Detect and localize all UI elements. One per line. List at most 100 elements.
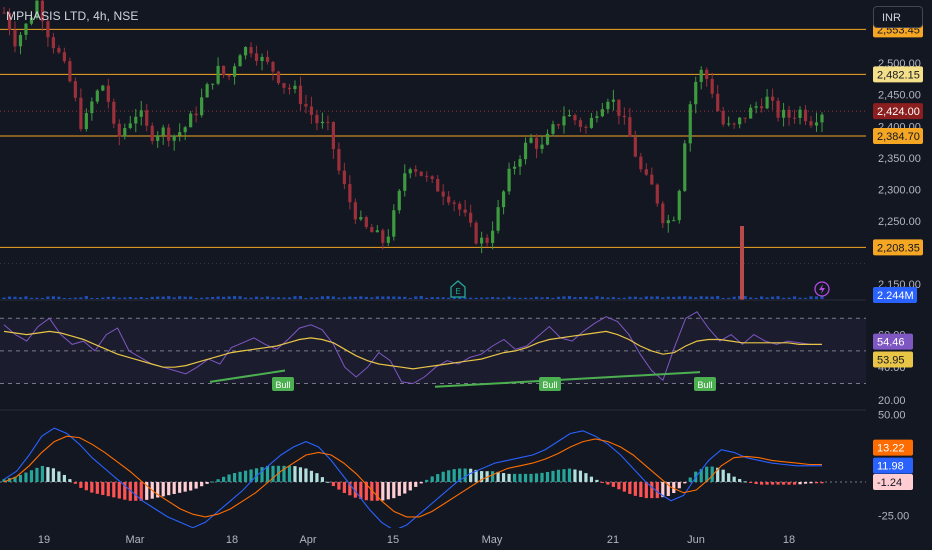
- macd-histogram-bar: [787, 481, 791, 485]
- macd-histogram-bar: [337, 481, 341, 490]
- macd-histogram-bar: [271, 465, 275, 482]
- candle-body: [523, 142, 528, 160]
- macd-histogram-bar: [622, 481, 626, 492]
- volume-bar: [128, 297, 132, 299]
- currency-button[interactable]: INR: [873, 6, 923, 28]
- candle-body: [161, 127, 165, 136]
- volume-bar: [688, 296, 692, 299]
- volume-bar: [249, 297, 253, 299]
- macd-histogram-bar: [24, 472, 28, 482]
- macd-histogram-bar: [419, 481, 423, 484]
- macd-panel[interactable]: [0, 427, 866, 532]
- volume-bar: [600, 296, 605, 299]
- volume-bar: [282, 297, 286, 299]
- volume-bar: [441, 297, 445, 299]
- volume-bar: [633, 296, 637, 299]
- macd-histogram-bar: [348, 481, 352, 496]
- volume-bar: [480, 297, 484, 299]
- volume-bar: [792, 296, 797, 299]
- macd-histogram-bar: [112, 481, 116, 498]
- price-panel[interactable]: [0, 0, 866, 300]
- candle-body: [809, 121, 813, 126]
- rsi-panel[interactable]: Bull Bull Bull: [0, 311, 866, 391]
- histogram-value-tag-text: -1.24: [877, 477, 902, 489]
- rsi-ma-value-tag-text: 53.95: [877, 354, 905, 366]
- volume-bar: [727, 297, 731, 299]
- macd-histogram-bar: [430, 476, 434, 482]
- macd-histogram-bar: [364, 481, 368, 501]
- candle-body: [326, 121, 330, 123]
- macd-histogram-bar: [760, 481, 764, 485]
- candle-body: [534, 137, 539, 149]
- volume-bar: [661, 297, 665, 299]
- macd-histogram-bar: [562, 469, 566, 482]
- volume-bar: [710, 296, 714, 299]
- candle-body: [123, 128, 127, 137]
- volume-bar: [265, 296, 270, 299]
- macd-histogram-bar: [134, 481, 138, 501]
- volume-bar: [386, 296, 390, 299]
- volume-bar: [798, 297, 802, 299]
- volume-bar: [90, 297, 94, 299]
- candle-body: [57, 48, 61, 53]
- macd-histogram-bar: [814, 481, 819, 484]
- macd-histogram-bar: [392, 481, 396, 499]
- macd-histogram-bar: [293, 466, 297, 482]
- macd-histogram-bar: [408, 481, 412, 491]
- level-price-tag-bg: [873, 239, 923, 256]
- time-tick-label: 18: [226, 534, 238, 546]
- time-axis[interactable]: 19 Mar 18 Apr 15 May 21 Jun 18: [0, 528, 932, 550]
- macd-histogram-bar: [260, 467, 264, 482]
- volume-bar: [326, 296, 330, 299]
- macd-histogram-bar: [639, 481, 643, 498]
- volume-bar: [211, 296, 215, 299]
- macd-histogram-bar: [584, 473, 588, 482]
- candle-body: [518, 159, 522, 167]
- macd-histogram-bar: [320, 477, 325, 482]
- bull-label: Bull: [272, 377, 294, 391]
- macd-histogram-bar: [397, 481, 401, 496]
- macd-histogram-bar: [732, 476, 736, 482]
- candle-body: [243, 47, 248, 56]
- volume-bar: [628, 296, 632, 299]
- price-axis[interactable]: 2,500.002,450.002,400.002,350.002,300.00…: [866, 21, 932, 528]
- volume-bar: [551, 297, 555, 299]
- candle-body: [430, 176, 434, 179]
- macd-value-tag: 11.98: [873, 457, 913, 474]
- candle-body: [167, 127, 171, 141]
- macd-histogram-bar: [211, 481, 215, 483]
- volume-bar: [523, 297, 528, 299]
- volume-bar: [584, 296, 588, 299]
- volume-bar: [35, 297, 39, 299]
- macd-histogram-bar: [315, 473, 319, 482]
- candle-body: [540, 144, 544, 149]
- volume-bar: [518, 297, 522, 299]
- volume-bar: [375, 296, 379, 299]
- macd-histogram-bar: [183, 481, 187, 492]
- volume-bar: [463, 297, 467, 299]
- macd-histogram-bar: [798, 481, 802, 485]
- volume-bar: [106, 296, 110, 299]
- macd-histogram-bar: [178, 481, 182, 493]
- candle-body: [463, 209, 467, 213]
- candle-body: [655, 184, 659, 204]
- candle-body: [276, 71, 281, 84]
- macd-histogram-bar: [754, 481, 758, 485]
- candle-body: [348, 184, 352, 203]
- volume-bar: [287, 297, 292, 299]
- volume-bar: [716, 296, 720, 299]
- time-tick-label: 19: [38, 534, 50, 546]
- macd-histogram-bar: [375, 481, 379, 501]
- candle-body: [567, 115, 572, 117]
- volume-bar: [754, 297, 758, 299]
- candle-body: [732, 123, 736, 125]
- candle-body: [46, 21, 50, 38]
- volume-bar: [672, 296, 676, 299]
- candle-body: [611, 99, 615, 102]
- candle-body: [172, 135, 176, 141]
- volume-bar: [447, 297, 451, 299]
- candle-body: [447, 196, 451, 203]
- rsi-value-tag-bg: [873, 333, 913, 350]
